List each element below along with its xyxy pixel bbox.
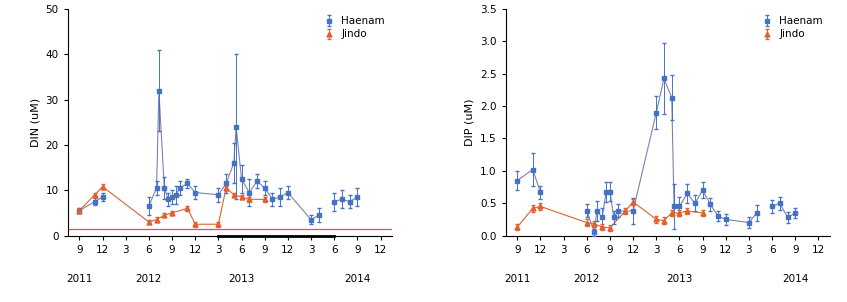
Text: 2011: 2011 (504, 275, 530, 284)
Legend: Haenam, Jindo: Haenam, Jindo (757, 14, 825, 42)
Text: 2012: 2012 (573, 275, 600, 284)
Text: 2014: 2014 (344, 275, 371, 284)
Y-axis label: DIP (uM): DIP (uM) (464, 98, 474, 146)
Text: 2012: 2012 (136, 275, 162, 284)
Text: 2011: 2011 (66, 275, 92, 284)
Text: 2013: 2013 (229, 275, 255, 284)
Text: 2014: 2014 (782, 275, 809, 284)
Text: 2013: 2013 (667, 275, 693, 284)
Y-axis label: DIN (uM): DIN (uM) (30, 98, 40, 147)
Legend: Haenam, Jindo: Haenam, Jindo (319, 14, 387, 42)
